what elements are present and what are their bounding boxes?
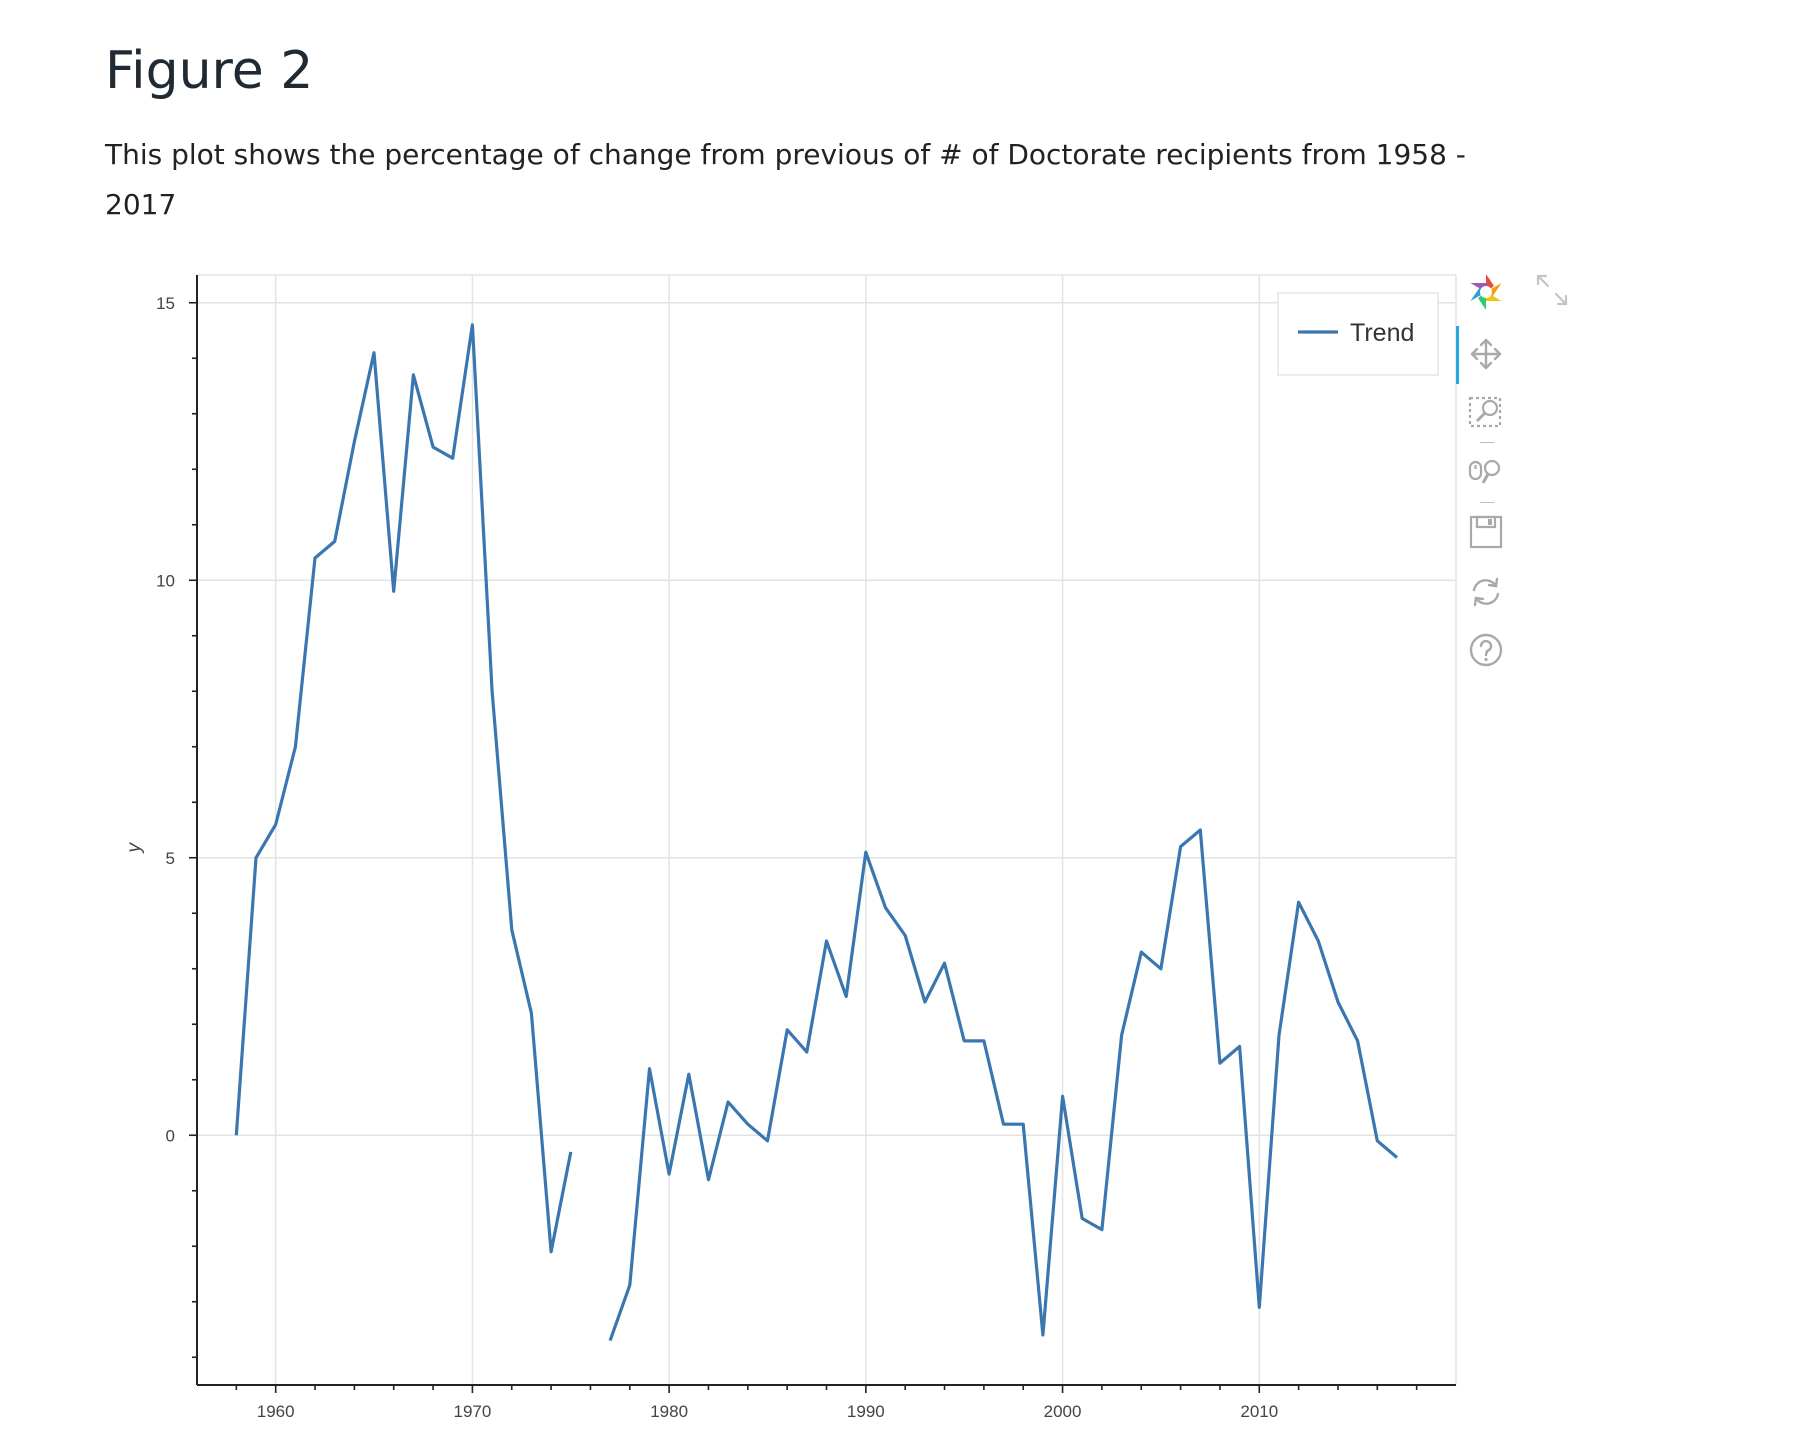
series-line-trend xyxy=(234,323,573,1254)
wheel-zoom-icon[interactable] xyxy=(1464,450,1508,494)
plot-toolbar xyxy=(1456,270,1524,690)
y-tick-label: 0 xyxy=(166,1126,175,1145)
expand-icon[interactable] xyxy=(1532,270,1572,310)
active-tool-indicator xyxy=(1456,326,1459,384)
help-icon[interactable] xyxy=(1464,628,1508,672)
grid-lines xyxy=(197,274,1457,1385)
toolbar-separator xyxy=(1480,502,1494,503)
x-tick-label: 2000 xyxy=(1044,1402,1082,1421)
y-tick-label: 10 xyxy=(156,571,175,590)
axes: 1960 1970 1980 1990 2000 2010 0 5 10 15 xyxy=(156,275,1456,1421)
page-title: Figure 2 xyxy=(105,41,314,101)
toolbar-separator xyxy=(1480,442,1494,443)
x-tick-label: 1990 xyxy=(847,1402,885,1421)
bokeh-logo-icon[interactable] xyxy=(1464,270,1508,314)
x-tick-label: 1970 xyxy=(453,1402,491,1421)
pan-move-icon[interactable] xyxy=(1464,332,1508,376)
save-icon[interactable] xyxy=(1464,510,1508,554)
legend-box xyxy=(1277,292,1439,376)
x-tick-label: 2010 xyxy=(1240,1402,1278,1421)
page-description: This plot shows the percentage of change… xyxy=(105,138,1466,221)
x-tick-label: 1960 xyxy=(257,1402,295,1421)
y-axis-label: y xyxy=(124,842,145,855)
box-zoom-icon[interactable] xyxy=(1464,390,1508,434)
y-tick-label: 5 xyxy=(166,849,175,868)
x-tick-label: 1980 xyxy=(650,1402,688,1421)
legend: Trend xyxy=(1277,292,1439,376)
series-line-trend xyxy=(608,828,1399,1342)
legend-label: Trend xyxy=(1350,319,1414,347)
y-tick-label: 15 xyxy=(156,294,175,313)
series-layer xyxy=(234,323,1399,1342)
reset-icon[interactable] xyxy=(1464,570,1508,614)
